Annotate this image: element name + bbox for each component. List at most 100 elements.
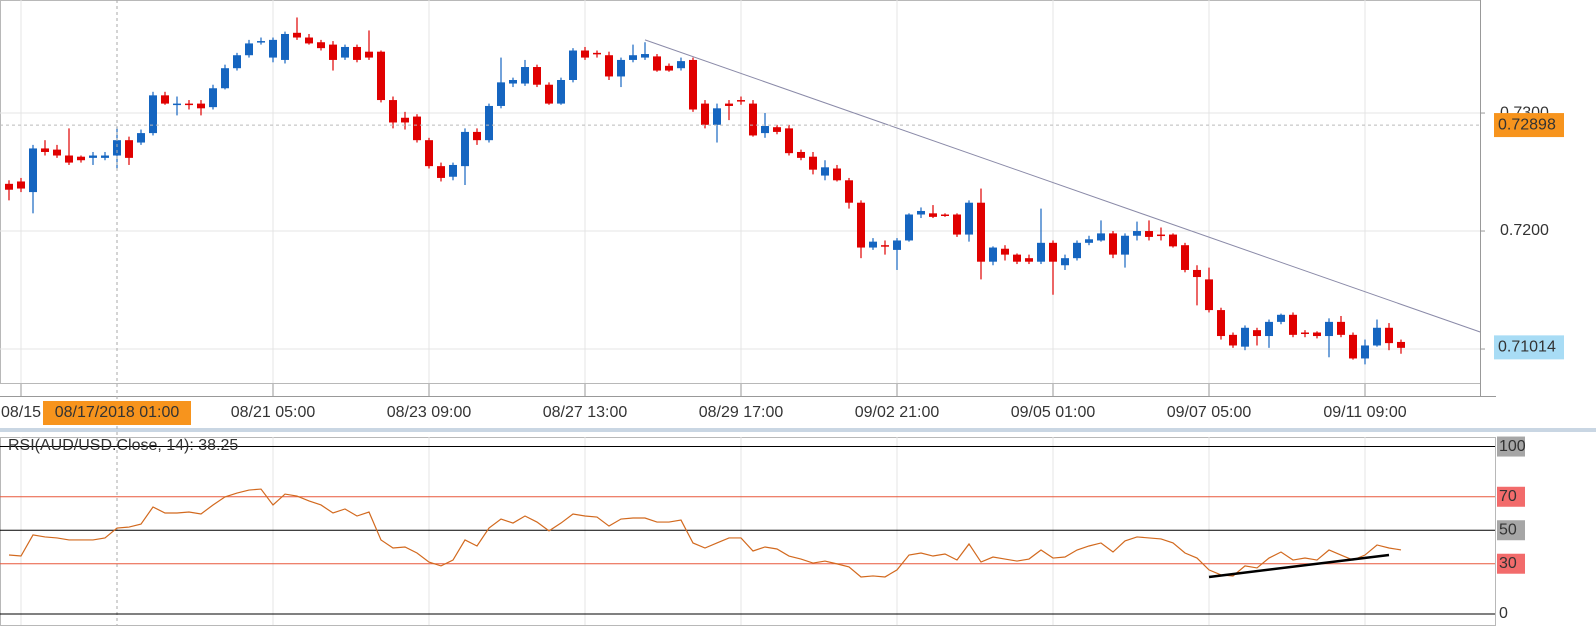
candle-body <box>1373 327 1381 346</box>
candle-body <box>917 210 925 215</box>
candle-body <box>953 214 961 235</box>
x-tick-label: 09/05 01:00 <box>1011 404 1096 421</box>
candle-body <box>821 167 829 176</box>
candle-body <box>53 149 61 156</box>
candle-body <box>293 32 301 38</box>
candle-body <box>629 55 637 60</box>
candle-body <box>941 214 949 217</box>
crosshair-price-box <box>1494 113 1564 138</box>
candle-body <box>605 55 613 77</box>
candle-body <box>521 67 529 84</box>
candle-body <box>209 88 217 108</box>
y-tick-box <box>1497 553 1525 574</box>
candle-body <box>101 155 109 158</box>
x-tick-label: 08/29 17:00 <box>699 404 784 421</box>
candle-body <box>1169 234 1177 247</box>
candle-body <box>425 140 433 167</box>
last-price-label: 0.71014 <box>1498 339 1556 356</box>
candle-body <box>677 61 685 69</box>
candle-body <box>809 156 817 170</box>
candle-body <box>245 43 253 56</box>
candle-body <box>161 95 169 104</box>
candle-body <box>989 247 997 262</box>
candle-body <box>1049 242 1057 262</box>
y-tick-label: 50 <box>1499 521 1517 538</box>
candle-body <box>353 46 361 60</box>
candle-body <box>1217 310 1225 337</box>
rsi-trend-line <box>1208 553 1390 579</box>
y-tick-box <box>1497 436 1525 457</box>
candle-body <box>413 116 421 141</box>
y-tick-label: 0.7200 <box>1500 222 1549 239</box>
candle-body <box>857 202 865 248</box>
candle-body <box>1325 321 1333 337</box>
candle-body <box>173 103 181 106</box>
candle-body <box>593 52 601 55</box>
y-tick-box <box>1497 486 1525 507</box>
candle-body <box>929 213 937 217</box>
candle-body <box>1121 235 1129 255</box>
candle-body <box>1229 334 1237 346</box>
candle-body <box>833 168 841 181</box>
x-tick-label: 09/02 21:00 <box>855 404 940 421</box>
rsi-panel-frame <box>0 437 1496 626</box>
candle-body <box>1181 245 1189 270</box>
candle-body <box>29 148 37 193</box>
candle-body <box>437 166 445 178</box>
x-tick-label: 09/11 09:00 <box>1323 404 1406 421</box>
candle-body <box>1205 279 1213 311</box>
candle-body <box>257 41 265 43</box>
candle-body <box>389 100 397 123</box>
y-tick-label: 70 <box>1499 488 1517 505</box>
crosshair-time-box <box>43 401 191 425</box>
candle-body <box>905 214 913 241</box>
candle-body <box>461 131 469 167</box>
candle-body <box>149 95 157 134</box>
y-tick-label: 100 <box>1499 438 1526 455</box>
candle-body <box>485 105 493 141</box>
candle-body <box>1145 231 1153 237</box>
x-tick-label: 09/07 05:00 <box>1167 404 1252 421</box>
candle-body <box>533 67 541 85</box>
candle-body <box>1109 233 1117 255</box>
candle-body <box>185 103 193 106</box>
y-tick-box <box>1497 520 1525 541</box>
candle-body <box>581 50 589 58</box>
candle-body <box>473 131 481 141</box>
candle-body <box>965 202 973 235</box>
candle-body <box>65 155 73 163</box>
candle-body <box>713 108 721 125</box>
candle-body <box>365 51 373 58</box>
x-tick-label: 08/15 <box>1 404 41 421</box>
candle-body <box>1289 314 1297 335</box>
candle-body <box>305 37 313 44</box>
candle-body <box>17 181 25 189</box>
candle-body <box>197 103 205 109</box>
candle-body <box>41 148 49 152</box>
candle-body <box>341 46 349 58</box>
candle-body <box>617 59 625 77</box>
candle-body <box>497 82 505 106</box>
candle-body <box>977 202 985 262</box>
trend-line <box>644 39 1481 333</box>
candle-body <box>1085 239 1093 243</box>
candle-body <box>845 180 853 203</box>
candle-body <box>893 240 901 250</box>
candle-body <box>125 140 133 158</box>
candle-body <box>1157 234 1165 237</box>
candle-body <box>329 44 337 60</box>
x-tick-label: 08/23 09:00 <box>387 404 472 421</box>
candle-body <box>113 140 121 156</box>
candle-body <box>137 133 145 143</box>
candle-body <box>5 183 13 190</box>
candle-body <box>401 117 409 123</box>
candle-body <box>1097 233 1105 241</box>
x-tick-label: 08/21 05:00 <box>231 404 316 421</box>
candle-body <box>653 56 661 71</box>
candle-body <box>221 68 229 89</box>
candle-body <box>317 42 325 49</box>
y-tick-label: 30 <box>1499 555 1517 572</box>
